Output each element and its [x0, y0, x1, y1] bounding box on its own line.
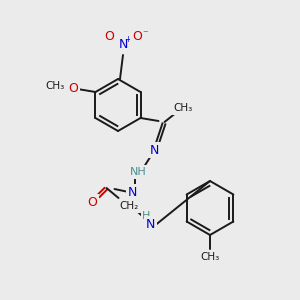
Text: CH₃: CH₃: [173, 103, 192, 113]
Text: ⁻: ⁻: [142, 29, 148, 39]
Text: N: N: [150, 143, 159, 157]
Text: O: O: [104, 31, 114, 44]
Text: O: O: [88, 196, 98, 208]
Text: N: N: [128, 185, 137, 199]
Text: CH₂: CH₂: [119, 201, 138, 211]
Text: +: +: [124, 34, 131, 43]
Text: NH: NH: [130, 167, 147, 177]
Text: N: N: [118, 38, 128, 52]
Text: O: O: [132, 31, 142, 44]
Text: CH₃: CH₃: [200, 252, 220, 262]
Text: O: O: [68, 82, 78, 94]
Text: H: H: [142, 211, 151, 221]
Text: CH₃: CH₃: [46, 81, 65, 91]
Text: N: N: [146, 218, 155, 230]
